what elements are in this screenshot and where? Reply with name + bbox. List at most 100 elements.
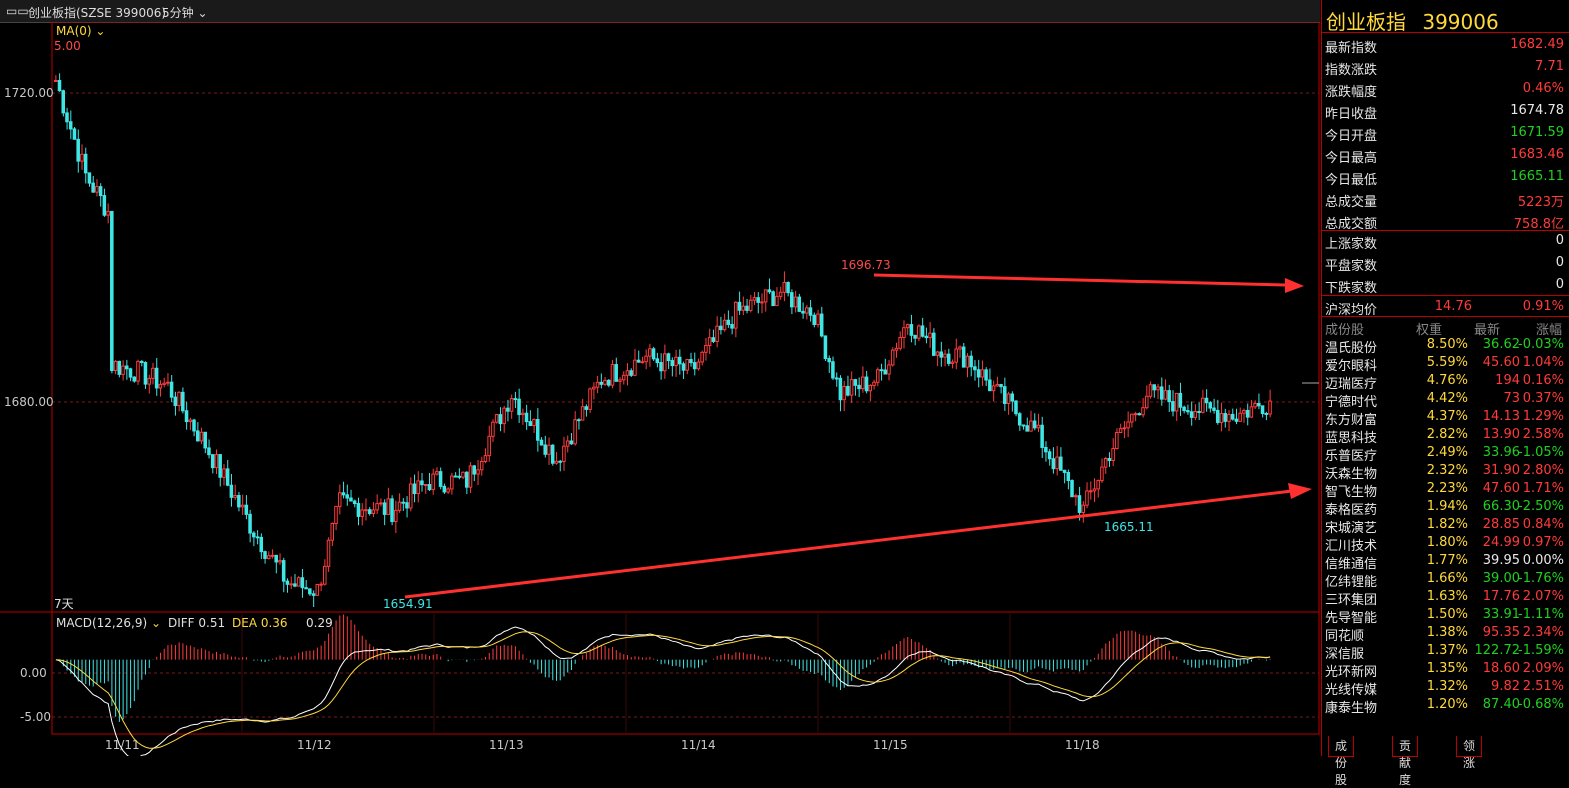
candle-body	[909, 324, 914, 336]
stock-price: 31.90	[1482, 463, 1520, 478]
constituent-row[interactable]: 三环集团 1.63% 17.76 2.07%	[1322, 588, 1568, 608]
constituent-row[interactable]: 光线传媒 1.32% 9.82 2.51%	[1322, 678, 1568, 698]
candle-body	[1148, 384, 1153, 397]
candle-body	[169, 381, 174, 398]
tab-contribution[interactable]: 贡献度	[1392, 736, 1419, 787]
support-arrow-icon	[1288, 483, 1312, 499]
quote-row: 指数涨跌 7.71	[1322, 56, 1568, 78]
stock-price: 47.60	[1482, 481, 1520, 496]
candle-body	[323, 565, 327, 585]
period-selector[interactable]: 5分钟 ⌄	[162, 6, 208, 20]
constituent-row[interactable]: 宁德时代 4.42% 73 0.37%	[1322, 390, 1568, 410]
candle-body	[767, 289, 772, 293]
stock-price: 73	[1503, 391, 1520, 406]
constituent-row[interactable]: 爱尔眼科 5.59% 45.60 1.04%	[1322, 354, 1568, 374]
candle-body	[278, 560, 282, 563]
x-tick: 11/14	[681, 738, 716, 752]
constituent-row[interactable]: 汇川技术 1.80% 24.99 0.97%	[1322, 534, 1568, 554]
high-annotation: 1696.73	[841, 258, 891, 272]
stock-weight: 2.49%	[1426, 445, 1468, 460]
candle-body	[352, 500, 357, 505]
tab-constituents[interactable]: 成份股	[1328, 736, 1355, 787]
constituent-row[interactable]: 迈瑞医疗 4.76% 194 0.16%	[1322, 372, 1568, 392]
candle-body	[181, 391, 185, 412]
stock-name: 宁德时代	[1325, 395, 1378, 410]
candle-body	[128, 368, 133, 378]
constituent-row[interactable]: 蓝思科技 2.82% 13.90 2.58%	[1322, 426, 1568, 446]
window-icon[interactable]: ▭▭	[6, 4, 29, 18]
candle-body	[188, 419, 193, 423]
candle-body	[988, 379, 992, 392]
candle-body	[494, 414, 499, 423]
candle-body	[700, 351, 704, 363]
constituent-row[interactable]: 先导智能 1.50% 33.91 -1.11%	[1322, 606, 1568, 626]
candle-body	[816, 313, 820, 326]
candle-body	[535, 418, 540, 441]
stock-name: 宋城演艺	[1325, 521, 1378, 536]
candle-body	[509, 398, 514, 412]
candle-body	[954, 348, 958, 363]
stock-name: 同花顺	[1325, 629, 1365, 644]
stock-weight: 1.20%	[1426, 697, 1468, 712]
quote-row: 今日开盘 1671.59	[1322, 122, 1568, 144]
resistance-trendline[interactable]	[873, 273, 1286, 287]
tab-leaders[interactable]: 领涨	[1456, 736, 1483, 770]
candle-body	[1264, 412, 1269, 415]
constituent-row[interactable]: 信维通信 1.77% 39.95 0.00%	[1322, 552, 1568, 572]
candle-body	[457, 475, 462, 478]
candle-body	[1081, 504, 1085, 513]
stock-weight: 1.37%	[1426, 643, 1468, 658]
low-annotation-left: 1654.91	[383, 597, 433, 611]
stock-change: -0.03%	[1518, 337, 1564, 352]
constituent-row[interactable]: 泰格医药 1.94% 66.30 -2.50%	[1322, 498, 1568, 518]
breadth-value: 0	[1555, 255, 1564, 270]
constituent-row[interactable]: 东方财富 4.37% 14.13 1.29%	[1322, 408, 1568, 428]
candle-body	[341, 492, 346, 496]
constituent-row[interactable]: 宋城演艺 1.82% 28.85 0.84%	[1322, 516, 1568, 536]
candle-body	[588, 388, 592, 410]
stock-change: 0.00%	[1522, 553, 1564, 568]
stock-weight: 1.94%	[1426, 499, 1468, 514]
candle-body	[468, 465, 473, 488]
constituent-row[interactable]: 沃森生物 2.32% 31.90 2.80%	[1322, 462, 1568, 482]
constituent-row[interactable]: 康泰生物 1.20% 87.40 -0.68%	[1322, 696, 1568, 716]
candle-body	[513, 398, 518, 401]
macd-indicator-label[interactable]: MACD(12,26,9) ⌄	[56, 616, 161, 630]
candle-body	[999, 383, 1003, 388]
constituent-row[interactable]: 深信服 1.37% 122.72 -1.59%	[1322, 642, 1568, 662]
stock-change: -2.50%	[1518, 499, 1564, 514]
constituent-row[interactable]: 乐普医疗 2.49% 33.96 -1.05%	[1322, 444, 1568, 464]
kline-chart[interactable]: 1720.00 1680.00 0.00 -5.00 MA(0) ⌄ 5.00 …	[0, 22, 1320, 756]
candle-body	[1017, 413, 1022, 426]
constituent-row[interactable]: 亿纬锂能 1.66% 39.00 -1.76%	[1322, 570, 1568, 590]
quote-row: 今日最低 1665.11	[1322, 166, 1568, 188]
candle-body	[124, 365, 129, 370]
candle-body	[659, 362, 663, 372]
candle-body	[1122, 427, 1127, 430]
stock-weight: 5.59%	[1426, 355, 1468, 370]
constituent-row[interactable]: 智飞生物 2.23% 47.60 1.71%	[1322, 480, 1568, 500]
constituent-row[interactable]: 同花顺 1.38% 95.35 2.34%	[1322, 624, 1568, 644]
candle-body	[823, 335, 828, 360]
candle-body	[547, 444, 551, 455]
candle-body	[1055, 456, 1059, 470]
candle-body	[326, 539, 331, 567]
candle-body	[719, 325, 723, 331]
candle-body	[801, 310, 805, 314]
ma-label[interactable]: MA(0) ⌄	[56, 24, 105, 38]
candle-body	[666, 353, 671, 362]
quote-value: 1683.46	[1510, 147, 1564, 162]
support-trendline[interactable]	[404, 489, 1293, 599]
candle-body	[136, 360, 140, 382]
constituent-row[interactable]: 温氏股份 8.50% 36.62 -0.03%	[1322, 336, 1568, 356]
candle-body	[423, 484, 428, 487]
x-tick: 11/11	[105, 738, 140, 752]
stock-weight: 4.76%	[1426, 373, 1468, 388]
stock-change: -0.68%	[1518, 697, 1564, 712]
candle-body	[711, 337, 716, 342]
candle-body	[1204, 397, 1209, 404]
quote-value: 1682.49	[1510, 37, 1564, 52]
constituent-row[interactable]: 光环新网 1.35% 18.60 2.09%	[1322, 660, 1568, 680]
stock-change: 2.09%	[1522, 661, 1564, 676]
quote-value: 1671.59	[1510, 125, 1564, 140]
